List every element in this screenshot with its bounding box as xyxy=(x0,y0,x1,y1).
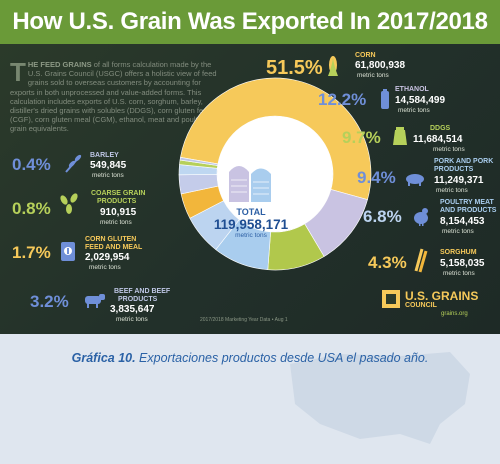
coarse-unit: metric tons xyxy=(100,219,132,226)
usgc-logo: U.S. GRAINS COUNCIL grains.org xyxy=(381,287,491,321)
fuel-drop-icon xyxy=(381,89,389,109)
grain-bag-icon xyxy=(393,127,407,145)
ethanol-percent: 12.2% xyxy=(318,90,367,109)
logo-line1: U.S. GRAINS xyxy=(405,289,479,303)
pork-label-1: PORK AND PORK xyxy=(434,158,494,165)
beef-percent: 3.2% xyxy=(30,292,69,311)
intro-lead: HE FEED GRAINS xyxy=(27,60,92,69)
page-title: How U.S. Grain Was Exported In 2017/2018 xyxy=(0,0,500,44)
feed-can-icon xyxy=(61,242,75,261)
coarse-label-1: COARSE GRAIN xyxy=(91,190,146,197)
ethanol-unit: metric tons xyxy=(398,107,430,114)
pork-label-2: PRODUCTS xyxy=(434,166,474,173)
pig-icon xyxy=(406,174,424,186)
total-label: TOTAL xyxy=(236,207,266,217)
intro-text: T HE FEED GRAINS of all forms calculation… xyxy=(10,57,225,134)
ddgs-percent: 9.7% xyxy=(342,128,381,147)
poultry-unit: metric tons xyxy=(442,228,474,235)
donut-chart xyxy=(178,77,372,271)
pork-percent: 9.4% xyxy=(357,168,396,187)
poultry-label-2: AND PRODUCTS xyxy=(440,207,497,214)
sorghum-label: SORGHUM xyxy=(440,249,477,256)
usgc-emblem-icon xyxy=(382,290,400,308)
poultry-value: 8,154,453 xyxy=(440,216,485,227)
silo-icon xyxy=(229,166,271,202)
sorghum-icon xyxy=(414,248,428,273)
barley-unit: metric tons xyxy=(92,172,124,179)
logo-url: grains.org xyxy=(441,311,468,317)
corn-icon xyxy=(328,56,338,76)
cgf-label-2: FEED AND MEAL xyxy=(85,244,143,251)
sorghum-percent: 4.3% xyxy=(368,253,407,272)
corn-label: CORN xyxy=(355,52,376,59)
total-value: 119,958,171 xyxy=(213,217,289,232)
intro-body: of all forms calculation made by the U.S… xyxy=(10,60,217,134)
corn-percent: 51.5% xyxy=(266,57,323,79)
ddgs-label: DDGS xyxy=(430,125,451,132)
beef-label-1: BEEF AND BEEF xyxy=(114,288,171,295)
sorghum-unit: metric tons xyxy=(443,270,475,277)
intro-dropcap: T xyxy=(10,57,26,87)
caption-number: Gráfica 10. xyxy=(71,351,136,365)
cgf-label-1: CORN GLUTEN xyxy=(85,236,137,243)
logo-line2: COUNCIL xyxy=(405,302,437,309)
beef-label-2: PRODUCTS xyxy=(118,296,158,303)
barley-percent: 0.4% xyxy=(12,155,51,174)
coarse-label-2: PRODUCTS xyxy=(97,198,137,205)
cgf-value: 2,029,954 xyxy=(85,252,130,263)
beef-unit: metric tons xyxy=(116,316,148,323)
usa-map-icon xyxy=(290,352,470,444)
caption-text: Exportaciones productos desde USA el pas… xyxy=(135,351,429,365)
barley-value: 549,845 xyxy=(90,160,127,171)
grain-kernels-icon xyxy=(60,193,78,214)
donut-hole xyxy=(217,116,333,232)
corn-value: 61,800,938 xyxy=(355,60,406,71)
barley-icon xyxy=(65,154,82,173)
total-block: TOTAL 119,958,171 metric tons xyxy=(201,207,301,239)
poultry-label-1: POULTRY MEAT xyxy=(440,199,494,206)
total-unit: metric tons xyxy=(235,232,267,239)
caption-area xyxy=(0,334,500,464)
ddgs-value: 11,684,514 xyxy=(413,134,463,145)
corn-unit: metric tons xyxy=(357,72,389,79)
ddgs-unit: metric tons xyxy=(433,146,465,153)
coarse-value: 910,915 xyxy=(100,207,137,218)
cgf-percent: 1.7% xyxy=(12,243,51,262)
figure-caption: Gráfica 10. Exportaciones productos desd… xyxy=(0,351,500,365)
footnote: 2017/2018 Marketing Year Data • Aug 1 xyxy=(200,317,288,323)
barley-label: BARLEY xyxy=(90,152,119,159)
cow-icon xyxy=(85,294,105,308)
sorghum-value: 5,158,035 xyxy=(440,258,485,269)
poultry-percent: 6.8% xyxy=(363,207,402,226)
coarse-percent: 0.8% xyxy=(12,199,51,218)
ethanol-value: 14,584,499 xyxy=(395,95,446,106)
ethanol-label: ETHANOL xyxy=(395,86,429,93)
pork-value: 11,249,371 xyxy=(434,175,484,186)
cgf-unit: metric tons xyxy=(89,264,121,271)
pork-unit: metric tons xyxy=(436,187,468,194)
beef-value: 3,835,647 xyxy=(110,304,155,315)
chicken-icon xyxy=(414,208,428,226)
